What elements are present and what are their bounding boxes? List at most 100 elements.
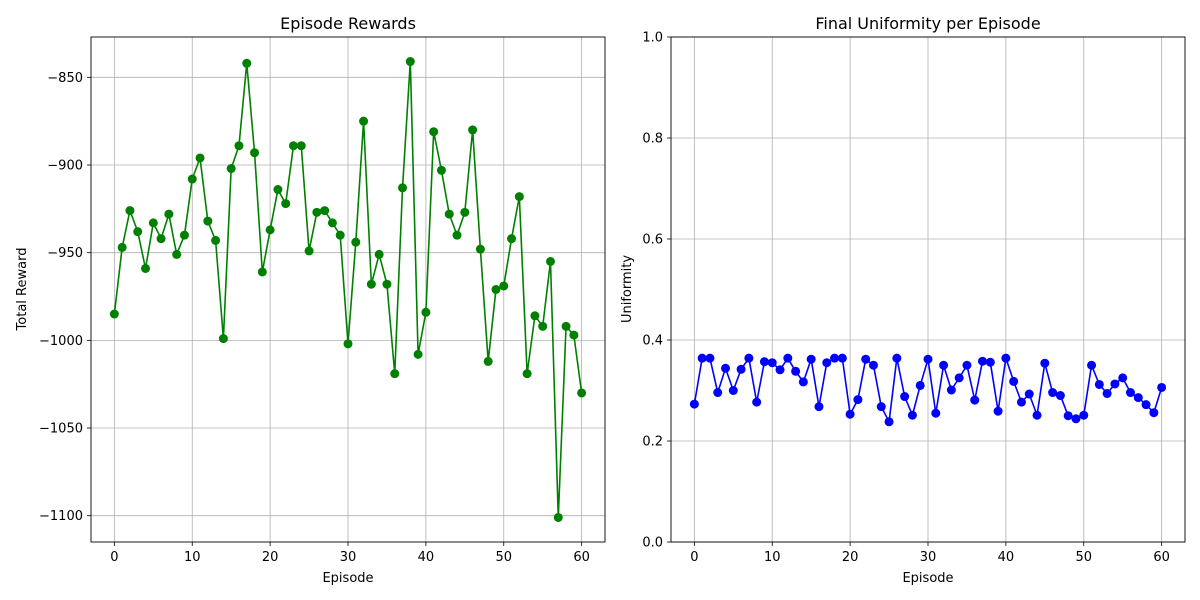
y-tick-label: 0.2	[642, 435, 663, 450]
data-point	[1102, 389, 1112, 399]
data-point	[141, 263, 151, 273]
data-point	[985, 357, 995, 367]
data-point	[483, 356, 493, 366]
data-point	[1110, 379, 1120, 389]
data-point	[211, 235, 221, 245]
data-point	[538, 321, 548, 331]
data-point	[109, 309, 119, 319]
data-point	[876, 402, 886, 412]
axes-frame	[90, 36, 606, 543]
series-markers	[109, 57, 587, 522]
data-point	[335, 230, 345, 240]
data-point	[429, 127, 439, 137]
data-point	[689, 399, 699, 409]
data-point	[351, 237, 361, 247]
data-point	[281, 199, 291, 209]
data-point	[962, 360, 972, 370]
data-point	[312, 207, 322, 217]
uniformity-chart: Final Uniformity per Episode Episode Uni…	[620, 14, 1186, 586]
x-tick-label: 20	[262, 550, 279, 565]
data-point	[421, 307, 431, 317]
data-point	[946, 385, 956, 395]
data-point	[783, 353, 793, 363]
data-point	[475, 244, 485, 254]
data-point	[830, 353, 840, 363]
data-point	[242, 58, 252, 68]
x-tick-label: 30	[340, 550, 357, 565]
data-point	[195, 153, 205, 163]
data-point	[970, 395, 980, 405]
data-point	[1009, 376, 1019, 386]
y-tick-label: −1050	[39, 422, 83, 437]
y-tick-label: −1100	[39, 509, 83, 524]
x-tick-label: 40	[418, 550, 435, 565]
data-point	[814, 402, 824, 412]
data-point	[853, 395, 863, 405]
data-point	[993, 406, 1003, 416]
data-point	[436, 165, 446, 175]
y-tick-label: −900	[47, 159, 83, 174]
data-point	[845, 409, 855, 419]
data-point	[398, 183, 408, 193]
chart-title: Episode Rewards	[280, 14, 416, 33]
data-point	[1048, 388, 1058, 398]
data-point	[907, 410, 917, 420]
data-point	[359, 116, 369, 126]
episode-rewards-chart: Episode Rewards Episode Total Reward 0 10…	[15, 14, 606, 586]
data-point	[705, 353, 715, 363]
data-point	[1040, 358, 1050, 368]
y-tick-label: −950	[47, 246, 83, 261]
data-point	[460, 207, 470, 217]
data-point	[164, 209, 174, 219]
data-point	[1157, 382, 1167, 392]
data-point	[156, 234, 166, 244]
x-tick-label: 0	[690, 550, 698, 565]
data-point	[759, 357, 769, 367]
data-point	[561, 321, 571, 331]
data-point	[900, 392, 910, 402]
data-point	[721, 363, 731, 373]
data-point	[837, 353, 847, 363]
data-point	[343, 339, 353, 349]
data-point	[892, 353, 902, 363]
data-point	[1001, 353, 1011, 363]
data-point	[553, 512, 563, 522]
y-tick-label: 0.6	[642, 233, 663, 248]
data-point	[172, 249, 182, 259]
x-tick-label: 10	[184, 550, 201, 565]
data-point	[931, 408, 941, 418]
data-point	[452, 230, 462, 240]
data-point	[798, 377, 808, 387]
data-point	[1141, 400, 1151, 410]
data-point	[507, 234, 517, 244]
data-point	[939, 360, 949, 370]
data-point	[234, 141, 244, 151]
data-point	[954, 373, 964, 383]
data-point	[1133, 393, 1143, 403]
data-point	[1094, 379, 1104, 389]
data-point	[491, 285, 501, 294]
data-point	[133, 227, 143, 237]
chart-title: Final Uniformity per Episode	[815, 14, 1040, 33]
data-point	[577, 388, 587, 398]
x-tick-label: 50	[495, 550, 512, 565]
data-point	[226, 164, 236, 174]
data-point	[273, 185, 283, 195]
axes-frame	[670, 36, 1186, 543]
data-point	[1024, 389, 1034, 399]
data-point	[545, 256, 555, 266]
data-point	[861, 354, 871, 364]
data-point	[736, 364, 746, 374]
data-point	[444, 209, 454, 219]
grid	[91, 37, 605, 542]
data-point	[744, 353, 754, 363]
data-point	[1032, 410, 1042, 420]
data-point	[117, 242, 127, 252]
data-point	[218, 334, 228, 344]
data-point	[1118, 373, 1128, 383]
x-tick-label: 50	[1075, 550, 1092, 565]
x-axis-label: Episode	[902, 571, 953, 586]
data-point	[468, 125, 478, 135]
y-axis-label: Total Reward	[15, 248, 30, 332]
